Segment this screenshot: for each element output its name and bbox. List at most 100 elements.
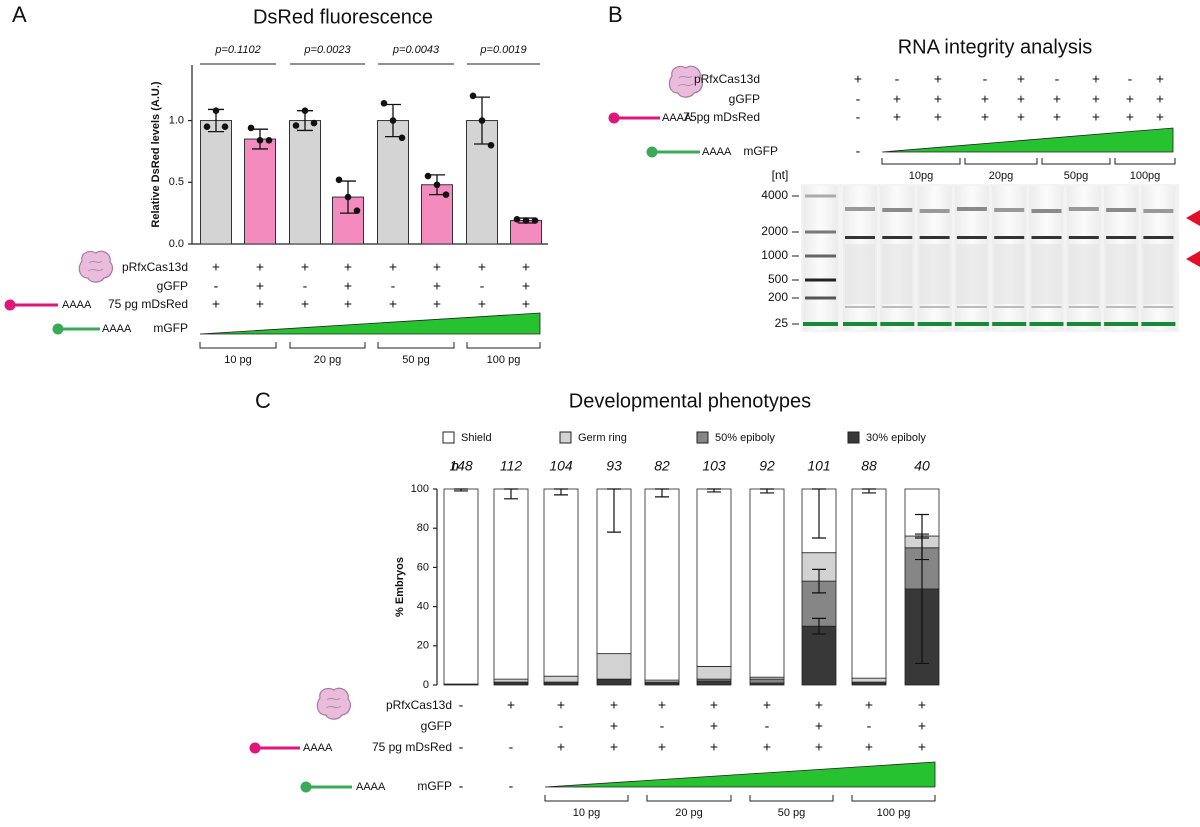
y-axis-label: Relative DsRed levels (A.U.) <box>150 81 162 227</box>
rna-band <box>882 208 913 212</box>
dose-bracket <box>881 158 961 165</box>
dose-bracket <box>646 795 732 802</box>
dose-bracket <box>749 795 834 802</box>
condition-mark: + <box>815 739 823 755</box>
condition-mark: + <box>763 739 771 755</box>
data-point <box>513 216 521 223</box>
rna-smear <box>1143 244 1174 304</box>
condition-mark: - <box>459 739 464 755</box>
cas13d-icon <box>78 250 114 283</box>
condition-label: gGFP <box>421 719 452 733</box>
condition-mark: + <box>815 718 823 734</box>
condition-mark: + <box>610 697 618 713</box>
ladder-band <box>805 254 836 258</box>
gel-title: RNA integrity analysis <box>898 36 1093 58</box>
bar-segment <box>596 678 632 686</box>
condition-mark: + <box>1017 71 1025 87</box>
condition-mark: + <box>256 259 264 275</box>
bar-segment <box>493 678 529 683</box>
condition-mark: - <box>559 718 564 734</box>
y-tick-label: 0 <box>423 679 429 691</box>
condition-mark: + <box>918 697 926 713</box>
p-value: p=0.0019 <box>479 44 526 56</box>
marker-band <box>1029 322 1064 326</box>
condition-mark: + <box>710 718 718 734</box>
error-bar <box>812 568 826 594</box>
error-bar <box>454 488 468 492</box>
condition-mark: + <box>710 739 718 755</box>
n-value: 112 <box>500 458 523 474</box>
rna-band <box>845 207 875 211</box>
condition-mark: - <box>660 718 665 734</box>
mrna-cap <box>300 781 312 793</box>
y-tick-label: 80 <box>417 522 429 534</box>
condition-mark: + <box>865 697 873 713</box>
bar <box>377 120 409 245</box>
rna-smear <box>919 244 950 304</box>
marker-band <box>917 322 952 326</box>
condition-mark: - <box>391 278 396 294</box>
condition-mark: + <box>981 109 989 125</box>
rna-band <box>1143 236 1174 239</box>
n-value: 92 <box>759 458 775 474</box>
condition-label: mGFP <box>153 321 188 335</box>
data-point <box>442 191 450 198</box>
error-bar <box>812 617 826 635</box>
poly-a: AAAA <box>662 112 692 124</box>
condition-mark: + <box>918 718 926 734</box>
legend-label: Shield <box>461 432 492 444</box>
n-value: 88 <box>861 458 877 474</box>
marker-band <box>1141 322 1176 326</box>
data-point <box>469 92 477 100</box>
dose-label: 20pg <box>989 170 1013 182</box>
error-bar <box>812 488 826 539</box>
rna-band <box>1068 306 1099 308</box>
rna-smear <box>1031 244 1062 304</box>
condition-label: 75pg mDsRed <box>683 110 760 124</box>
panel-label: B <box>608 2 623 27</box>
legend-label: Germ ring <box>578 432 627 444</box>
condition-mark: + <box>1053 91 1061 107</box>
bar-segment <box>596 653 632 680</box>
condition-mark: + <box>658 739 666 755</box>
condition-mark: + <box>1092 91 1100 107</box>
condition-mark: - <box>856 91 861 107</box>
data-point <box>353 207 361 214</box>
bar-segment <box>543 675 579 683</box>
dose-label: 20 pg <box>314 354 342 366</box>
condition-mark: + <box>433 296 441 312</box>
ladder-label: 500 <box>768 272 788 286</box>
bar-segment <box>801 625 837 686</box>
mrna-cap <box>52 323 64 335</box>
mrna-cap <box>646 146 658 158</box>
arrowhead <box>1186 210 1200 226</box>
condition-label: pRfxCas13d <box>694 72 760 86</box>
error-bar <box>915 533 929 539</box>
ladder-label: 1000 <box>761 248 788 262</box>
n-value: 40 <box>914 458 930 474</box>
condition-mark: - <box>214 278 219 294</box>
condition-label: pRfxCas13d <box>386 698 452 712</box>
p-value: p=0.0043 <box>392 44 440 56</box>
condition-label: 75 pg mDsRed <box>372 740 452 754</box>
dose-label: 10pg <box>909 170 933 182</box>
data-point <box>522 217 530 224</box>
rna-band <box>1106 306 1137 308</box>
condition-mark: + <box>389 296 397 312</box>
marker-band <box>1066 322 1101 326</box>
condition-mark: + <box>1053 109 1061 125</box>
condition-mark: + <box>478 259 486 275</box>
condition-mark: - <box>459 697 464 713</box>
rna-band <box>956 207 987 211</box>
dose-bracket <box>289 342 366 349</box>
poly-a: AAAA <box>702 146 732 158</box>
bar <box>244 138 276 245</box>
error-bar <box>862 488 876 494</box>
dose-gradient <box>544 761 936 788</box>
condition-mark: + <box>1126 109 1134 125</box>
condition-mark: + <box>301 259 309 275</box>
condition-mark: + <box>1017 109 1025 125</box>
condition-mark: + <box>389 259 397 275</box>
condition-mark: + <box>865 739 873 755</box>
bar-segment <box>644 488 680 681</box>
